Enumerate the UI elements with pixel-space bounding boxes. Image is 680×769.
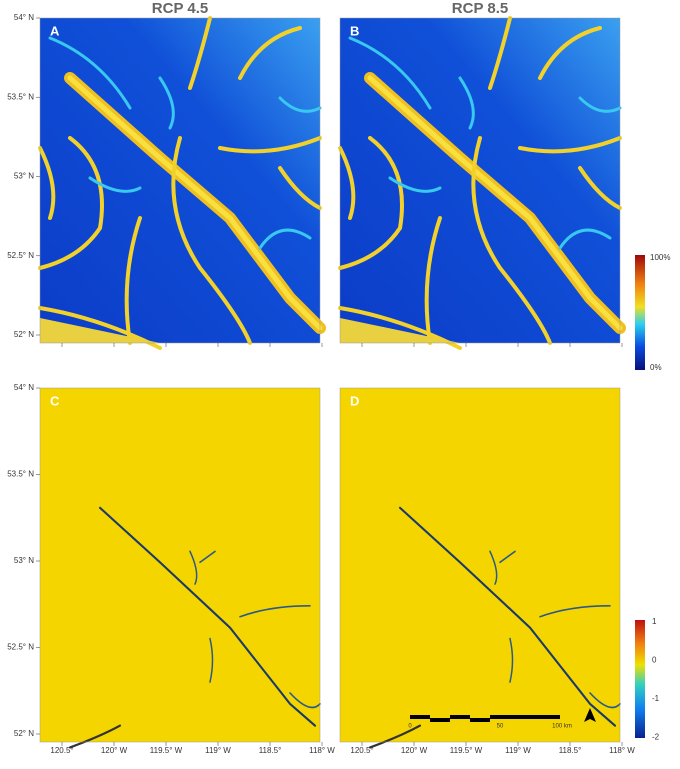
colorbar-label: 1	[652, 617, 657, 626]
lat-label: 53° N	[14, 172, 34, 181]
lon-label: 118.5°	[259, 746, 282, 755]
lon-label: 120° W	[101, 746, 128, 755]
panel-label: C	[50, 393, 60, 408]
lat-label: 52° N	[14, 729, 34, 738]
map-frame	[39, 387, 321, 743]
scale-bar: 0 50 100 km	[408, 715, 572, 730]
panel-title: RCP 8.5	[452, 0, 508, 17]
map-frame	[39, 17, 321, 344]
map-frame	[339, 17, 621, 344]
lat-label: 53° N	[14, 556, 34, 565]
colorbar-label: 0%	[650, 363, 662, 372]
lat-label: 53.5° N	[7, 92, 34, 101]
panel-label: D	[350, 393, 359, 408]
scale-segment	[470, 718, 490, 722]
lon-label: 120.5°	[350, 746, 373, 755]
panel-label: A	[50, 23, 60, 38]
lon-label: 120.5°	[50, 746, 73, 755]
panel-title: RCP 4.5	[152, 0, 208, 17]
scale-label: 100 km	[552, 724, 572, 730]
map-panel: D 120.5° 120° W 119.5° W 119° W 118.5° 118° W 0…	[339, 387, 635, 755]
map-panel: C 120.5° 120° W 119.5° W 119° W 118.5° 118° W 5…	[7, 383, 335, 755]
scale-segment	[450, 715, 470, 719]
colorbar-label: -1	[652, 694, 660, 703]
scale-label: 0	[408, 724, 412, 730]
lat-label: 53.5° N	[7, 470, 34, 479]
lon-label: 119.5° W	[450, 746, 483, 755]
lon-label: 119° W	[205, 746, 231, 755]
panel-label: B	[350, 23, 359, 38]
scale-segment	[490, 715, 560, 719]
lon-label: 119° W	[505, 746, 531, 755]
lat-label: 54° N	[14, 383, 34, 392]
scale-segment	[430, 718, 450, 722]
lat-label: 52.5° N	[7, 251, 34, 260]
colorbar	[635, 620, 645, 738]
lon-label: 119.5° W	[150, 746, 183, 755]
lat-label: 54° N	[14, 13, 34, 22]
lon-label: 120° W	[401, 746, 428, 755]
colorbar-label: 0	[652, 656, 657, 665]
scale-label: 50	[497, 724, 504, 730]
map-panel: B	[340, 18, 622, 348]
lon-label: 118° W	[309, 746, 335, 755]
lon-label: 118.5°	[559, 746, 582, 755]
colorbar-label: -2	[652, 733, 660, 742]
colorbar	[635, 255, 645, 370]
north-arrow	[584, 708, 596, 722]
scale-segment	[410, 715, 430, 719]
lat-label: 52.5° N	[7, 643, 34, 652]
lon-label: 118° W	[609, 746, 635, 755]
lat-label: 52° N	[14, 330, 34, 339]
map-frame	[339, 387, 621, 743]
colorbar-label: 100%	[650, 253, 670, 262]
map-panel: A 54° N 53.5° N 53° N 52.5° N 52° N	[7, 13, 322, 348]
